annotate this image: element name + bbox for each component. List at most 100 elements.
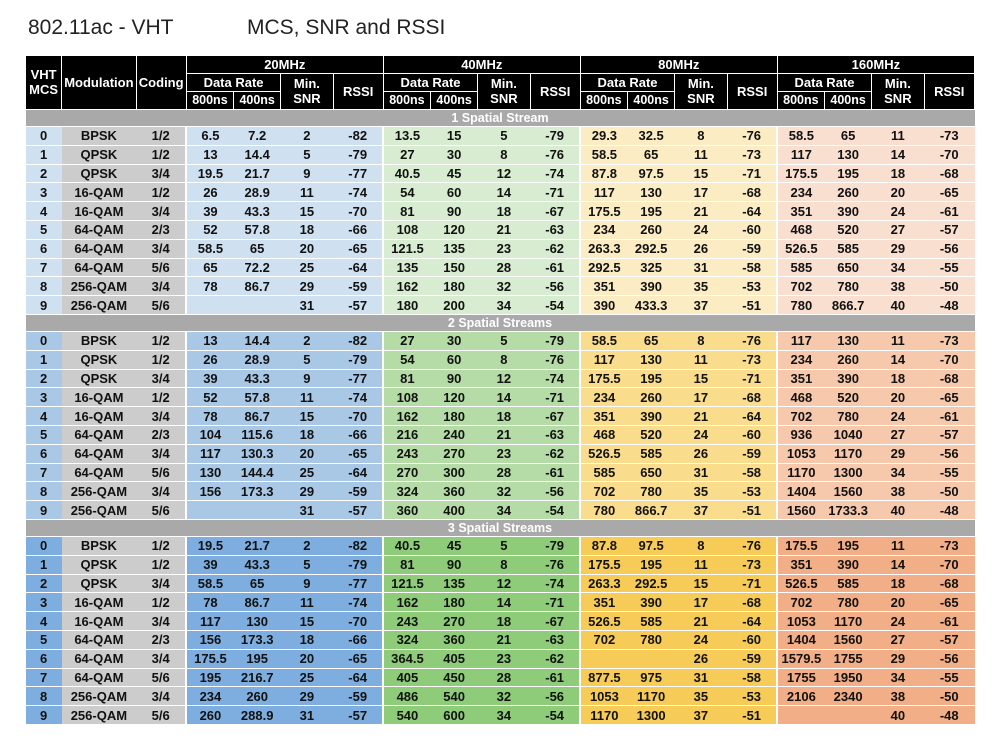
cell-snr-20: 18 xyxy=(280,630,334,650)
cell-rate-400-40: 45 xyxy=(430,164,478,184)
cell-snr-80: 17 xyxy=(674,592,728,613)
cell-rate-400-80: 585 xyxy=(627,611,675,631)
cell-snr-40: 18 xyxy=(477,611,531,631)
cell-rate-800-160: 1755 xyxy=(777,668,825,688)
cell-rssi-160: -57 xyxy=(924,630,975,650)
cell-snr-160: 34 xyxy=(871,258,924,278)
cell-rate-800-80: 877.5 xyxy=(580,668,628,688)
cell-rate-400-40: 200 xyxy=(430,295,478,315)
cell-mcs: 8 xyxy=(25,481,62,502)
cell-rate-800-80: 526.5 xyxy=(580,444,628,464)
cell-rate-400-160: 1950 xyxy=(824,668,872,688)
cell-rate-800-20: 78 xyxy=(186,406,234,426)
cell-rssi-40: -63 xyxy=(530,425,582,445)
cell-rate-400-80: 390 xyxy=(627,406,675,426)
cell-snr-160: 18 xyxy=(871,369,924,389)
cell-rate-400-80: 260 xyxy=(627,220,675,240)
cell-mcs: 3 xyxy=(25,592,62,613)
cell-rate-400-160: 780 xyxy=(824,592,872,613)
cell-snr-20: 25 xyxy=(280,258,334,278)
table-header: VHT MCS Modulation Coding 20MHz 40MHz 80… xyxy=(24,55,976,110)
cell-rssi-80: -68 xyxy=(727,387,779,408)
cell-snr-20: 20 xyxy=(280,444,334,464)
table-row: 7 64-QAM 5/6 195 216.7 25 -64 405 450 28 -61 877.5 9… xyxy=(25,668,975,688)
cell-snr-20: 20 xyxy=(280,239,334,259)
cell-rate-800-40: 243 xyxy=(383,444,431,464)
cell-coding: 5/6 xyxy=(136,463,188,483)
table-row: 0 BPSK 1/2 19.5 21.7 2 -82 40.5 45 5 -79 87.8 97.5 8-… xyxy=(25,536,975,556)
cell-rssi-80: -59 xyxy=(727,239,779,259)
table-row: 2 QPSK 3/4 39 43.3 9 -77 81 90 12 -74 175.5 195 15 -71… xyxy=(25,369,975,389)
cell-rate-800-160: 351 xyxy=(777,555,825,575)
cell-modulation: 64-QAM xyxy=(61,239,137,259)
cell-snr-20: 5 xyxy=(280,145,334,165)
cell-snr-80: 37 xyxy=(674,295,728,315)
cell-rate-800-160 xyxy=(777,705,825,725)
cell-snr-20: 29 xyxy=(280,276,334,297)
cell-rssi-80: -51 xyxy=(727,705,779,725)
table-row: 6 64-QAM 3/4 58.5 65 20 -65 121.5 135 23 -62 263.3 2… xyxy=(25,239,975,259)
cell-coding: 1/2 xyxy=(136,387,188,408)
cell-rate-800-80: 702 xyxy=(580,481,628,502)
data-rate-header-80mhz: Data Rate xyxy=(579,73,676,92)
cell-rssi-80: -60 xyxy=(727,425,779,445)
cell-rate-400-20: 72.2 xyxy=(233,258,281,278)
cell-rate-800-80: 58.5 xyxy=(580,145,628,165)
cell-mcs: 0 xyxy=(25,536,62,556)
cell-rate-800-40: 40.5 xyxy=(383,164,431,184)
cell-rate-400-80: 780 xyxy=(627,481,675,502)
cell-rssi-20: -66 xyxy=(333,220,385,240)
cell-rate-800-20: 13 xyxy=(186,331,234,351)
cell-snr-20: 5 xyxy=(280,350,334,370)
cell-rate-400-80: 260 xyxy=(627,387,675,408)
cell-rssi-40: -67 xyxy=(530,611,582,631)
cell-snr-40: 23 xyxy=(477,239,531,259)
cell-rate-800-20: 117 xyxy=(186,611,234,631)
min-snr-header-40mhz: Min. SNR xyxy=(477,73,531,110)
cell-rssi-40: -63 xyxy=(530,630,582,650)
cell-rate-400-80 xyxy=(627,649,675,669)
cell-modulation: 16-QAM xyxy=(61,611,137,631)
cell-rate-800-40: 121.5 xyxy=(383,239,431,259)
cell-mcs: 4 xyxy=(25,201,62,221)
cell-rate-400-20: 7.2 xyxy=(233,126,281,146)
cell-rate-400-40: 400 xyxy=(430,500,478,520)
cell-modulation: QPSK xyxy=(61,164,137,184)
cell-rate-800-20: 175.5 xyxy=(186,649,234,669)
cell-snr-80: 17 xyxy=(674,182,728,203)
cell-rssi-20: -59 xyxy=(333,276,385,297)
cell-snr-20: 11 xyxy=(280,592,334,613)
cell-rate-400-20: 65 xyxy=(233,574,281,594)
cell-snr-80: 24 xyxy=(674,220,728,240)
cell-rate-400-20: 86.7 xyxy=(233,276,281,297)
cell-rate-400-80: 585 xyxy=(627,444,675,464)
cell-rate-800-160: 702 xyxy=(777,592,825,613)
cell-rssi-160: -65 xyxy=(924,592,975,613)
cell-snr-80: 11 xyxy=(674,350,728,370)
cell-rate-800-80: 175.5 xyxy=(580,555,628,575)
cell-rate-800-80: 1170 xyxy=(580,705,628,725)
cell-rssi-40: -56 xyxy=(530,481,582,502)
cell-snr-40: 14 xyxy=(477,387,531,408)
cell-snr-160: 27 xyxy=(871,630,924,650)
cell-rate-400-40: 30 xyxy=(430,331,478,351)
cell-rate-400-20: 14.4 xyxy=(233,331,281,351)
cell-modulation: 256-QAM xyxy=(61,686,137,707)
cell-rate-400-40: 120 xyxy=(430,387,478,408)
cell-modulation: QPSK xyxy=(61,574,137,594)
cell-rssi-160: -48 xyxy=(924,295,975,315)
cell-snr-80: 37 xyxy=(674,500,728,520)
cell-rate-400-40: 120 xyxy=(430,220,478,240)
cell-rssi-80: -68 xyxy=(727,182,779,203)
cell-rate-400-40: 15 xyxy=(430,126,478,146)
stream-title-row: 1 Spatial Stream xyxy=(25,109,975,127)
cell-rate-800-40: 108 xyxy=(383,220,431,240)
cell-snr-40: 32 xyxy=(477,686,531,707)
table-row: 5 64-QAM 2/3 52 57.8 18 -66 108 120 21 -63 234 260 24… xyxy=(25,220,975,240)
cell-rate-800-160: 351 xyxy=(777,369,825,389)
cell-rate-400-80: 780 xyxy=(627,630,675,650)
cell-modulation: 16-QAM xyxy=(61,201,137,221)
cell-rate-800-40: 180 xyxy=(383,295,431,315)
cell-rate-400-40: 150 xyxy=(430,258,478,278)
cell-rate-800-20: 26 xyxy=(186,350,234,370)
